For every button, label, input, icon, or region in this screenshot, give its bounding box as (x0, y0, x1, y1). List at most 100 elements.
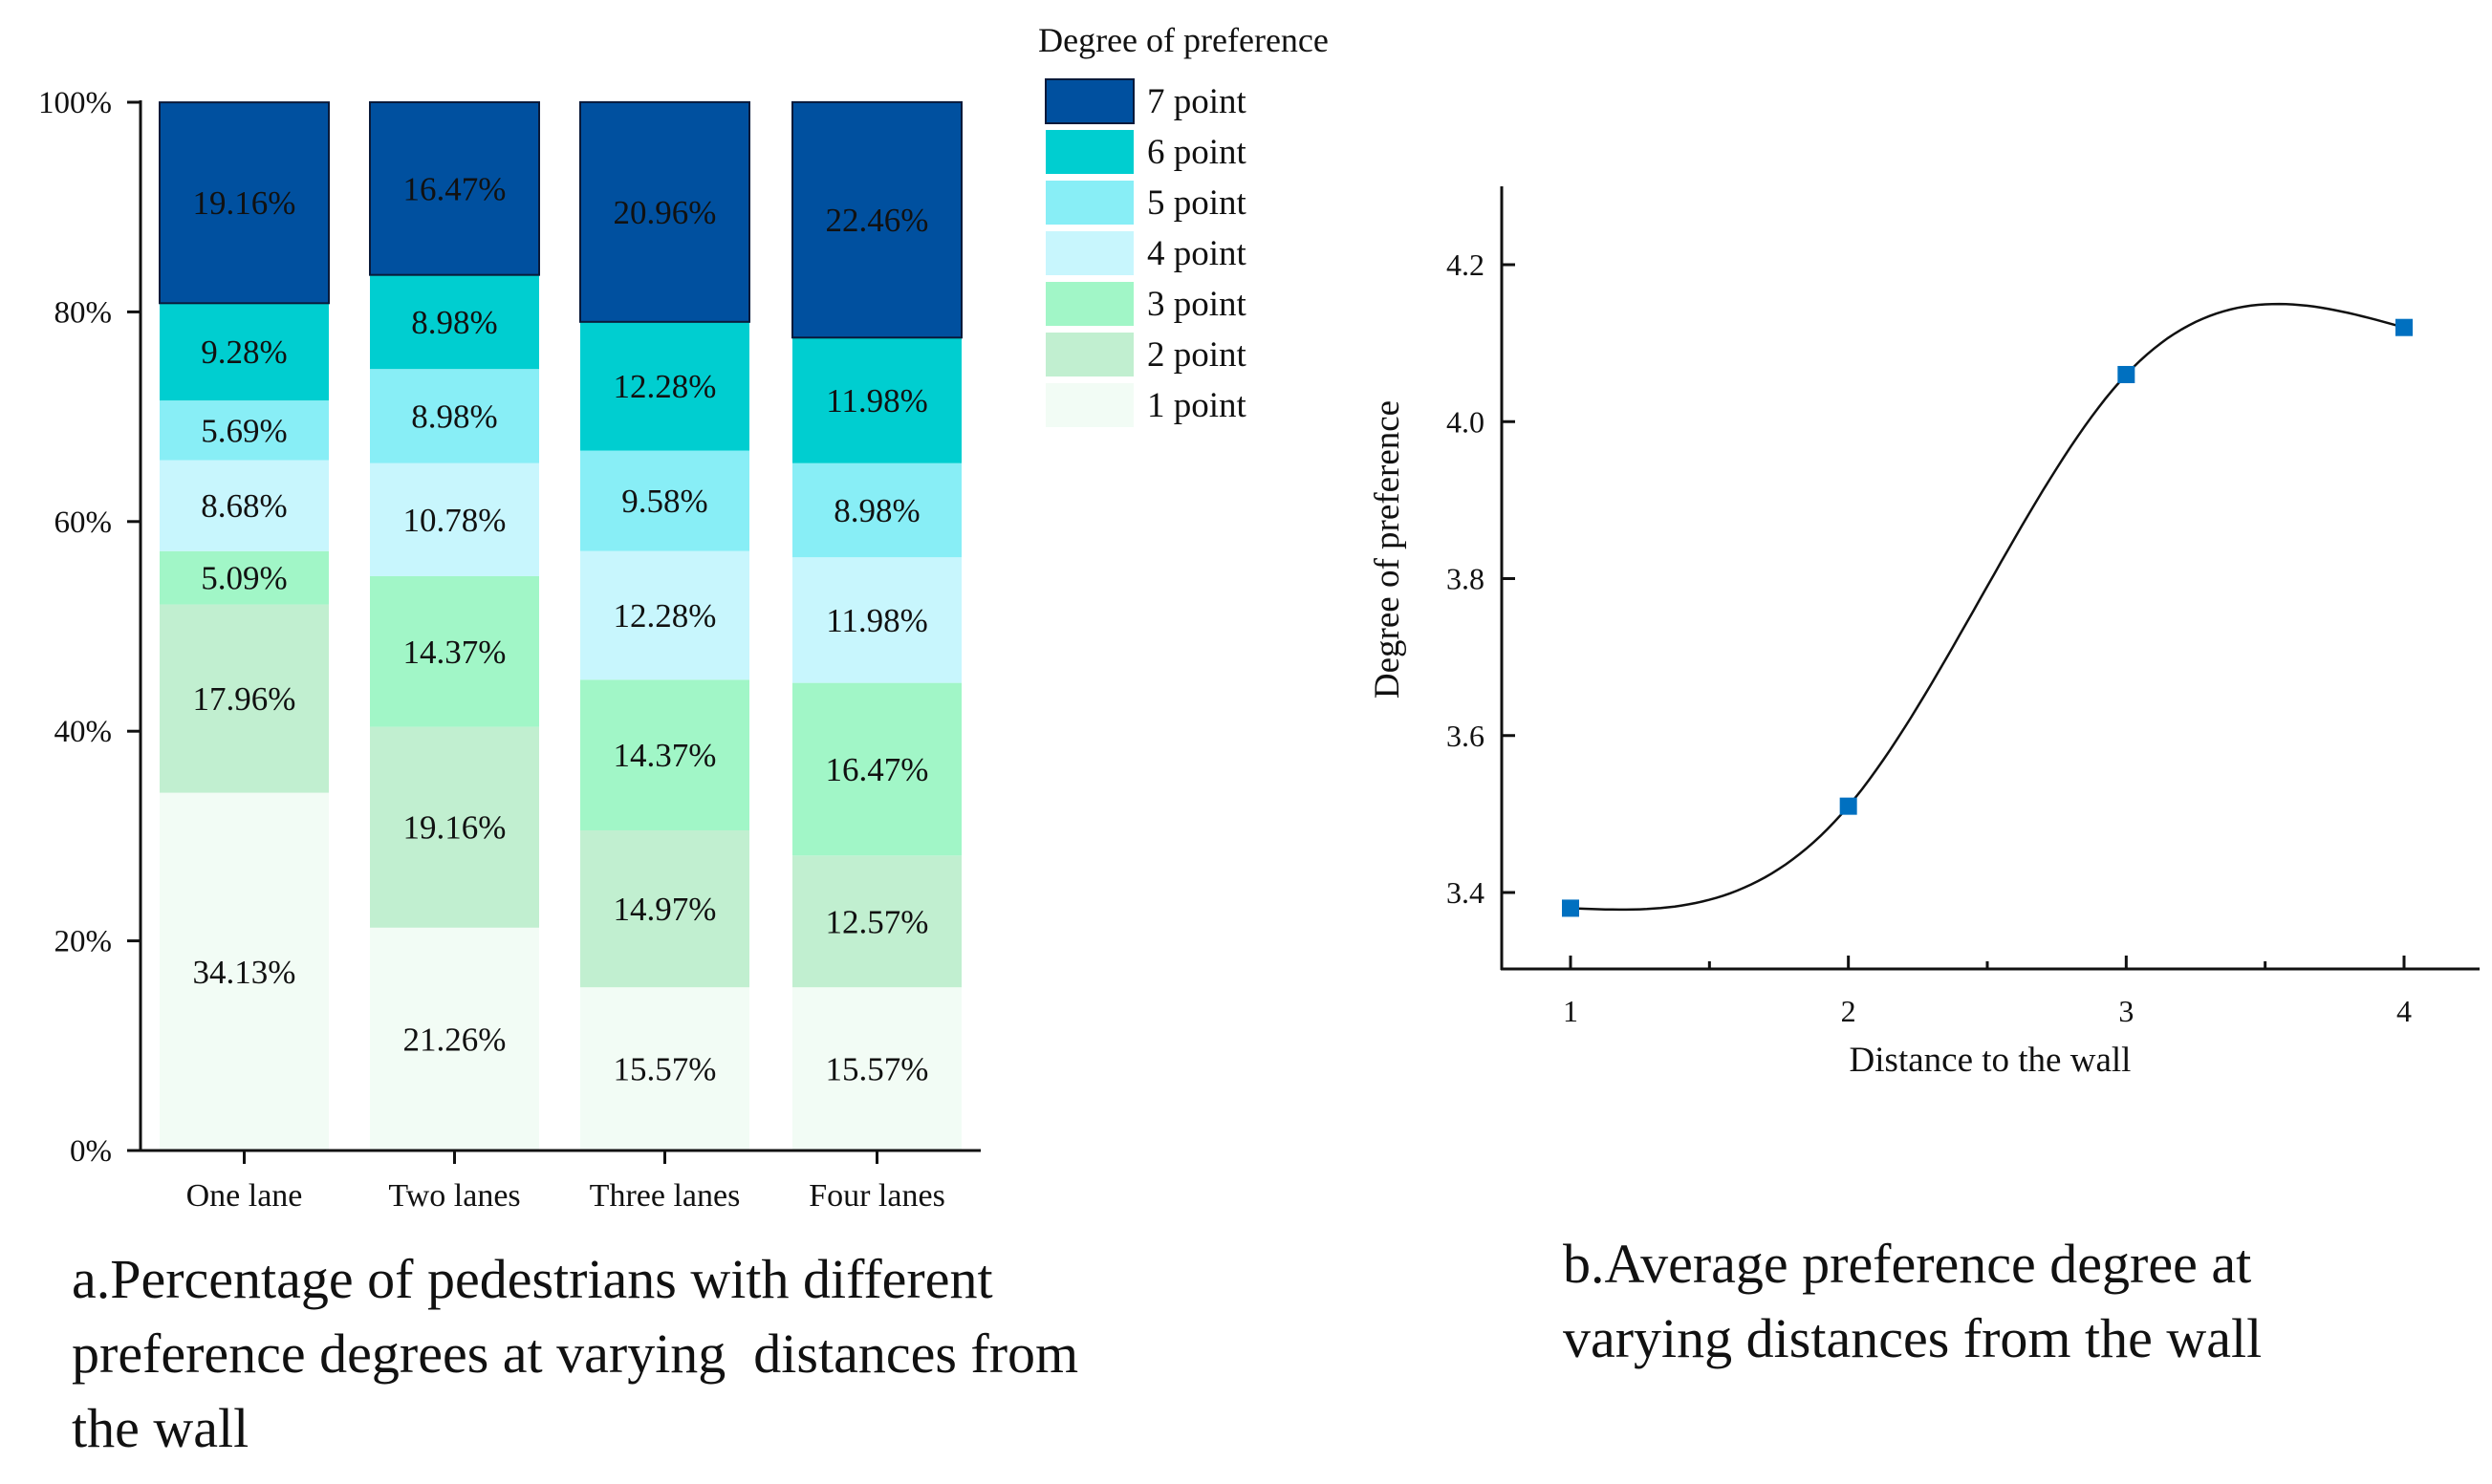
legend-title: Degree of preference (1038, 21, 1329, 59)
bar-segment (580, 829, 749, 988)
data-label: 9.28% (201, 333, 287, 371)
data-label: 8.68% (201, 487, 287, 525)
bar-segment (370, 927, 539, 1151)
legend-swatch (1046, 181, 1134, 225)
y-tick-label: 80% (54, 295, 113, 330)
bar-segment (160, 303, 329, 401)
caption-a-line: the wall (72, 1397, 249, 1459)
data-label: 19.16% (193, 184, 296, 222)
data-label: 17.96% (193, 680, 296, 718)
data-point-marker (1562, 899, 1579, 917)
x-tick-label: Four lanes (809, 1178, 945, 1214)
y-tick-label: 100% (38, 86, 112, 120)
data-label: 21.26% (403, 1021, 507, 1058)
y-tick-label: 40% (54, 715, 113, 749)
bar-segment (369, 101, 540, 276)
bar-segment (160, 550, 329, 605)
data-label: 14.37% (614, 737, 717, 774)
data-label: 12.28% (614, 597, 717, 634)
bar-segment (160, 460, 329, 551)
legend-label: 3 point (1147, 285, 1247, 324)
x-tick-label: Two lanes (388, 1178, 520, 1214)
data-label: 9.58% (621, 483, 707, 520)
x-tick-label: Three lanes (590, 1178, 741, 1214)
data-label: 5.69% (201, 412, 287, 449)
data-label: 16.47% (826, 751, 929, 788)
data-point-marker (2117, 365, 2135, 383)
bar-segment (792, 682, 962, 856)
stacked-bar-chart: 34.13% 17.96% 5.09% 8.68% 5.69% 9.28% 19.16% On… (38, 86, 981, 1214)
data-label: 11.98% (826, 382, 928, 419)
data-label: 16.47% (403, 170, 507, 207)
legend-swatch (1046, 231, 1134, 275)
x-tick-label: 4 (2396, 994, 2412, 1028)
bar-segment (791, 100, 963, 339)
data-label: 14.97% (614, 891, 717, 928)
legend-swatch (1046, 130, 1134, 174)
data-label: 14.37% (403, 634, 507, 671)
x-axis-title: Distance to the wall (1850, 1041, 2132, 1080)
bar-segment (370, 369, 539, 463)
bar-segment (160, 400, 329, 461)
data-label: 11.98% (826, 602, 928, 639)
bar-segment (580, 321, 749, 451)
data-label: 5.09% (201, 560, 287, 597)
data-label: 19.16% (403, 809, 507, 847)
data-label: 20.96% (614, 194, 717, 231)
data-label: 10.78% (403, 502, 507, 539)
bar-segment (792, 987, 962, 1151)
bar-segment (792, 462, 962, 558)
legend-label: 5 point (1147, 183, 1247, 223)
y-tick-label: 3.8 (1446, 562, 1484, 596)
legend-label: 2 point (1147, 335, 1247, 375)
bar-segment (160, 604, 329, 793)
bar-segment (580, 987, 749, 1151)
legend-swatch (1046, 383, 1134, 427)
caption-a: a.Percentage of pedestrians with differe… (72, 1242, 1078, 1466)
legend-swatch (1046, 333, 1134, 376)
legend-swatch (1046, 282, 1134, 326)
data-point-marker (2395, 318, 2413, 336)
caption-a-line: a.Percentage of pedestrians with differe… (72, 1248, 993, 1310)
data-label: 8.98% (834, 492, 920, 529)
data-label: 15.57% (826, 1051, 929, 1088)
data-label: 34.13% (193, 954, 296, 991)
caption-b: b.Average preference degree at varying d… (1563, 1227, 2262, 1376)
legend-label: 1 point (1147, 386, 1247, 425)
y-tick-label: 4.2 (1446, 247, 1484, 282)
legend-label: 4 point (1147, 234, 1247, 273)
bar-segment (370, 274, 539, 370)
y-tick-label: 0% (70, 1134, 112, 1169)
bar-segment (160, 792, 329, 1151)
x-tick-label: One lane (186, 1178, 303, 1214)
bar-segment (792, 855, 962, 988)
legend-swatch (1045, 78, 1135, 124)
x-tick-label: 2 (1841, 994, 1856, 1028)
legend-label: 7 point (1147, 82, 1247, 121)
bar-segment (370, 575, 539, 727)
data-label: 15.57% (614, 1051, 717, 1088)
bar-segment (370, 462, 539, 576)
data-label: 12.57% (826, 903, 929, 940)
caption-b-line: varying distances from the wall (1563, 1307, 2263, 1369)
data-label: 8.98% (411, 304, 497, 341)
bar-segment (580, 450, 749, 551)
data-label: 12.28% (614, 368, 717, 405)
trend-curve (1570, 302, 2405, 912)
data-label: 8.98% (411, 398, 497, 435)
caption-b-line: b.Average preference degree at (1563, 1233, 2252, 1295)
y-tick-label: 3.4 (1446, 875, 1484, 910)
bar-segment (792, 557, 962, 683)
x-tick-label: 3 (2118, 994, 2134, 1028)
bar-segment (792, 337, 962, 463)
y-axis-title: Degree of preference (1368, 400, 1407, 699)
bar-segment (159, 101, 330, 305)
y-tick-label: 20% (54, 925, 113, 959)
bar-segment (580, 550, 749, 680)
bar-segment (370, 726, 539, 928)
y-tick-label: 4.0 (1446, 404, 1484, 439)
bar-segment (579, 100, 750, 323)
bar-segment (580, 679, 749, 830)
legend-label: 6 point (1147, 133, 1247, 172)
